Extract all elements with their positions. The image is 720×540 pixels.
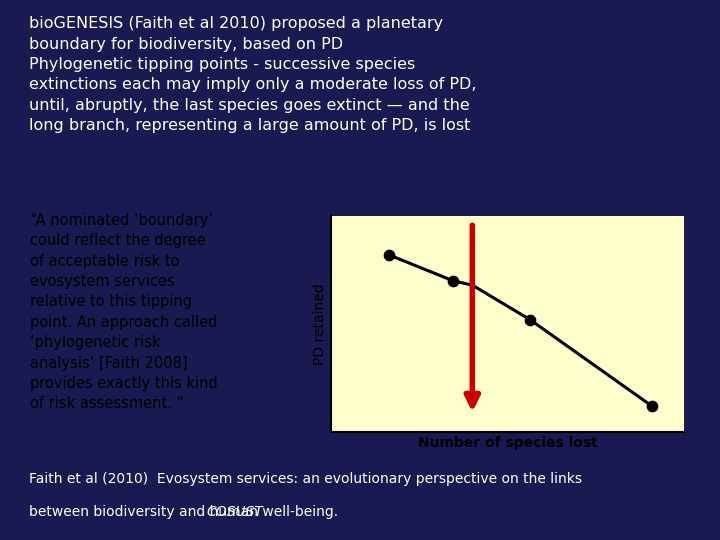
Point <box>447 276 459 285</box>
Point <box>646 402 657 410</box>
Y-axis label: PD retained: PD retained <box>313 283 327 365</box>
Text: bioGENESIS (Faith et al 2010) proposed a planetary
boundary for biodiversity, ba: bioGENESIS (Faith et al 2010) proposed a… <box>29 16 477 133</box>
Point <box>383 251 395 259</box>
Point <box>524 315 536 324</box>
Text: Faith et al (2010)  Evosystem services: an evolutionary perspective on the links: Faith et al (2010) Evosystem services: a… <box>29 472 582 487</box>
Text: between biodiversity and human well-being.: between biodiversity and human well-bein… <box>29 505 342 519</box>
X-axis label: Number of species lost: Number of species lost <box>418 436 598 450</box>
Text: COSUST: COSUST <box>207 505 264 519</box>
Text: “A nominated ‘boundary’
could reflect the degree
of acceptable risk to
evosystem: “A nominated ‘boundary’ could reflect th… <box>30 213 218 411</box>
